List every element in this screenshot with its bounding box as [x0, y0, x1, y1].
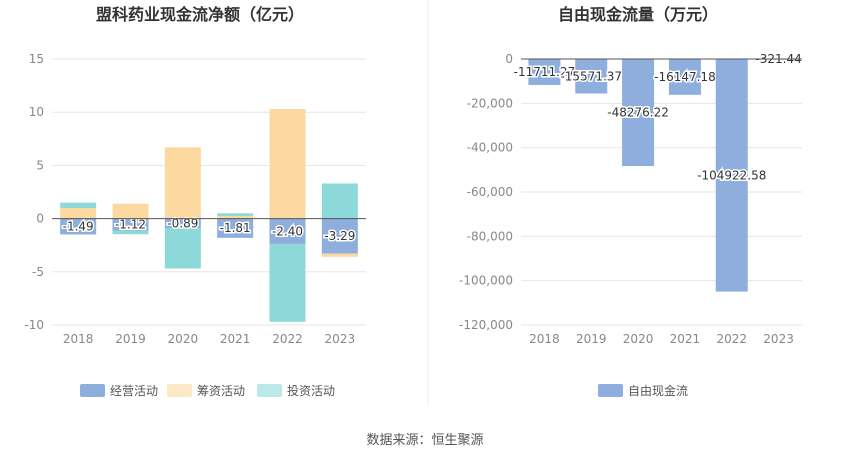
left-y-tick-label: -10 — [24, 318, 44, 332]
right-data-label: -16147.18 — [654, 70, 716, 84]
left-x-tick-label: 2019 — [115, 332, 146, 346]
right-bar — [528, 59, 561, 85]
left-data-label: -1.12 — [115, 218, 146, 232]
left-x-tick-label: 2021 — [220, 332, 251, 346]
left-bar-investing — [269, 244, 306, 322]
right-bar — [715, 59, 748, 292]
left-x-tick-label: 2020 — [168, 332, 199, 346]
left-bar-investing — [60, 202, 97, 208]
right-data-label: -48276.22 — [607, 106, 669, 120]
left-y-tick-label: 5 — [36, 158, 44, 172]
left-data-label: -1.81 — [220, 221, 251, 235]
left-legend-swatch — [167, 384, 192, 397]
right-x-tick-label: 2020 — [623, 332, 654, 346]
left-y-tick-label: 10 — [29, 105, 44, 119]
right-y-tick-label: -120,000 — [459, 318, 513, 332]
left-bar-operating — [321, 218, 358, 254]
left-bar-investing — [112, 230, 149, 235]
right-x-tick-label: 2023 — [763, 332, 794, 346]
left-bar-operating — [112, 218, 149, 231]
left-legend-label: 筹资活动 — [197, 384, 245, 398]
right-y-tick-label: 0 — [505, 52, 513, 66]
right-x-tick-label: 2021 — [670, 332, 701, 346]
right-y-tick-label: -100,000 — [459, 274, 513, 288]
left-bar-investing — [321, 183, 358, 219]
right-legend-swatch — [598, 384, 623, 397]
right-x-tick-label: 2018 — [529, 332, 560, 346]
right-y-tick-label: -60,000 — [467, 185, 513, 199]
right-chart-title: 自由现金流量（万元） — [558, 5, 718, 24]
left-bar-investing — [164, 228, 201, 269]
free-cashflow-chart: 自由现金流量（万元） 0 -20,000 -40,000 -60,000 -80,000… — [459, 5, 803, 398]
left-x-tick-label: 2018 — [63, 332, 94, 346]
left-bar-financing — [321, 253, 358, 257]
left-legend-label: 投资活动 — [287, 383, 335, 398]
left-legend-swatch — [80, 384, 105, 397]
left-bar-investing — [217, 213, 254, 216]
left-bar-financing — [217, 215, 254, 219]
left-bar-financing — [60, 207, 97, 219]
left-data-label: -3.29 — [324, 229, 355, 243]
cashflow-net-chart: 盟科药业现金流净额（亿元） 15 10 5 0 -5 -10 2018 -1.49 2019 -1… — [24, 5, 366, 398]
left-y-tick-label: 15 — [29, 52, 44, 66]
right-x-tick-label: 2022 — [716, 332, 747, 346]
right-y-tick-label: -40,000 — [467, 141, 513, 155]
left-x-tick-label: 2023 — [325, 332, 356, 346]
left-data-label: -2.40 — [272, 224, 303, 238]
right-data-label: -104922.58 — [697, 168, 766, 182]
right-data-label: -11711.27 — [514, 65, 576, 79]
right-y-tick-label: -20,000 — [467, 96, 513, 110]
left-bar-operating — [60, 218, 97, 235]
left-bar-financing — [112, 203, 149, 219]
right-x-tick-label: 2019 — [576, 332, 607, 346]
left-data-label: -1.49 — [63, 220, 94, 234]
right-data-label: -15571.37 — [560, 69, 622, 83]
left-bar-financing — [164, 147, 201, 219]
left-bar-operating — [217, 218, 254, 238]
right-bar — [622, 59, 655, 167]
right-legend-label: 自由现金流 — [628, 383, 688, 398]
left-y-tick-label: -5 — [32, 265, 44, 279]
left-legend-swatch — [257, 384, 282, 397]
left-bar-operating — [269, 218, 306, 245]
left-y-tick-label: 0 — [36, 212, 44, 226]
right-bar — [668, 59, 701, 95]
right-y-tick-label: -80,000 — [467, 229, 513, 243]
left-bar-operating — [164, 218, 201, 229]
data-source-note: 数据来源：恒生聚源 — [366, 433, 484, 448]
right-bar — [575, 59, 608, 94]
left-bar-financing — [269, 109, 306, 219]
left-x-tick-label: 2022 — [272, 332, 303, 346]
left-chart-title: 盟科药业现金流净额（亿元） — [96, 5, 304, 24]
left-legend-label: 经营活动 — [110, 384, 158, 398]
